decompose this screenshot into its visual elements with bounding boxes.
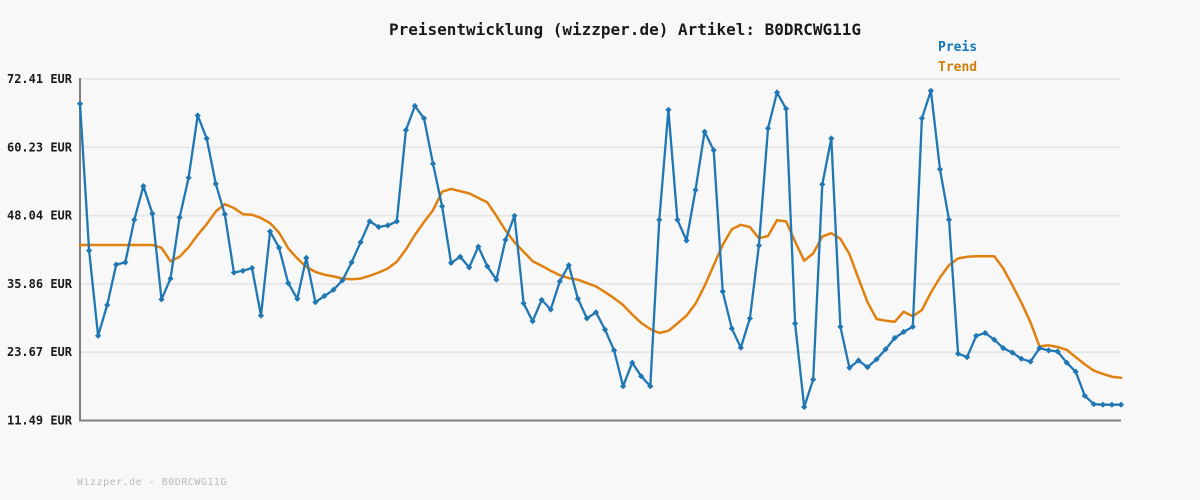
chart-legend: Preis Trend <box>938 38 977 78</box>
legend-item-preis: Preis <box>938 40 978 55</box>
price-series-markers <box>76 87 1125 411</box>
y-tick-label: 11.49 EUR <box>7 414 73 428</box>
watermark-text: Wizzper.de - B0DRCWG11G <box>77 477 227 488</box>
y-tick-label: 23.67 EUR <box>7 345 73 359</box>
chart-title: Preisentwicklung (wizzper.de) Artikel: B… <box>388 20 861 39</box>
y-tick-label: 72.41 EUR <box>7 72 73 86</box>
trend-series-line <box>78 187 1123 380</box>
y-tick-label: 60.23 EUR <box>7 140 73 154</box>
y-tick-label: 48.04 EUR <box>7 209 73 223</box>
legend-item-trend: Trend <box>938 60 978 75</box>
y-tick-label: 35.86 EUR <box>7 277 73 291</box>
price-series-line <box>78 89 1123 409</box>
